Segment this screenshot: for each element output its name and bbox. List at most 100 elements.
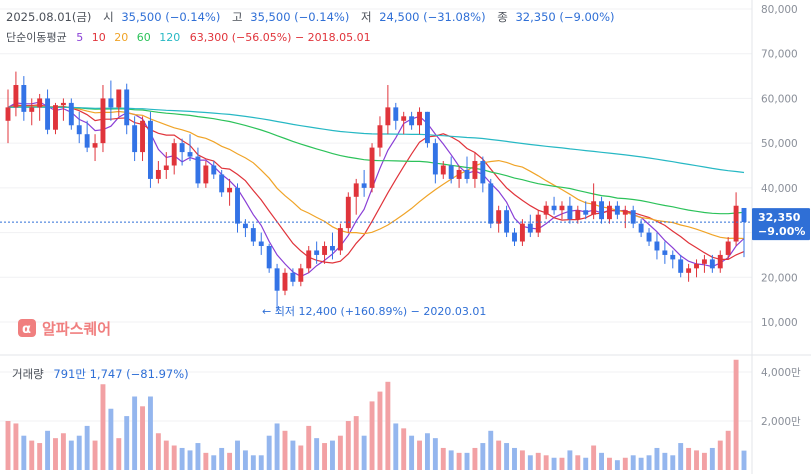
candle-body xyxy=(132,125,138,153)
price-tick-label: 40,000 xyxy=(761,183,798,195)
ma-legend-label: 단순이동평균 xyxy=(6,31,67,44)
volume-tick-label: 2,000만 xyxy=(761,416,801,428)
candle-body xyxy=(100,98,106,144)
candle-body xyxy=(456,169,462,179)
ma-legend-20: 20 xyxy=(114,31,128,44)
candle-body xyxy=(13,85,19,108)
candle-body xyxy=(725,241,731,255)
volume-bar xyxy=(607,457,612,470)
candle-body xyxy=(377,125,383,148)
volume-bar xyxy=(282,430,288,470)
candle-body xyxy=(686,268,692,273)
candle-body xyxy=(543,205,549,215)
candle-body xyxy=(741,207,747,223)
volume-bar xyxy=(108,408,114,470)
volume-tick-label: 4,000만 xyxy=(761,367,801,379)
candle-body xyxy=(250,228,256,242)
volume-bar xyxy=(559,457,565,470)
candle-body xyxy=(488,183,494,224)
volume-bar xyxy=(630,455,636,470)
current-price-tag: 32,350 −9.00% xyxy=(752,208,810,241)
ma-line-5 xyxy=(7,101,745,278)
volume-bar xyxy=(298,445,304,470)
candle-body xyxy=(385,107,391,126)
volume-bar xyxy=(646,455,652,470)
volume-bar xyxy=(155,433,161,470)
volume-bar xyxy=(654,447,660,470)
volume-bar xyxy=(583,457,589,470)
open-label: 시 xyxy=(103,10,114,24)
volume-bar xyxy=(171,445,177,470)
alphasquare-logo-glyph: α xyxy=(22,322,31,337)
price-tick-label: 80,000 xyxy=(761,4,798,16)
high-label: 고 xyxy=(232,10,243,24)
candle-body xyxy=(21,85,27,112)
volume-bar xyxy=(195,443,201,470)
volume-bar xyxy=(448,450,454,470)
ma-legend-5: 5 xyxy=(76,31,83,44)
candle-body xyxy=(60,102,66,106)
candle-body xyxy=(361,183,367,188)
volume-bar xyxy=(219,447,225,470)
volume-bar xyxy=(385,381,391,470)
volume-bar xyxy=(337,435,343,470)
low-arrow-icon: ← xyxy=(262,305,275,318)
volume-bar xyxy=(377,391,383,470)
candle-body xyxy=(733,205,739,242)
volume-bar xyxy=(417,440,422,470)
volume-bar xyxy=(567,450,573,470)
candle-body xyxy=(622,210,628,215)
volume-bar xyxy=(290,440,296,470)
candle-body xyxy=(163,165,169,170)
candle-body xyxy=(290,272,296,282)
current-price-change: −9.00% xyxy=(758,225,805,238)
low-annotation-text: 최저 12,400 (+160.89%) − 2020.03.01 xyxy=(275,305,487,318)
volume-bar xyxy=(353,416,359,470)
candle-body xyxy=(211,165,217,175)
volume-bar xyxy=(440,447,446,470)
volume-bar xyxy=(662,452,668,470)
ma-legend[interactable]: 단순이동평균 5 10 20 60 120 63,300 (−56.05%) −… xyxy=(6,31,371,44)
volume-bar xyxy=(488,430,494,470)
candle-body xyxy=(646,232,652,242)
volume-bar xyxy=(179,447,185,470)
candle-body xyxy=(235,187,240,224)
close-label: 종 xyxy=(497,10,508,24)
volume-bar xyxy=(480,443,486,470)
candle-body xyxy=(171,143,177,166)
candle-body xyxy=(68,102,74,126)
candle-body xyxy=(409,116,415,126)
volume-bar xyxy=(638,457,644,470)
volume-bar xyxy=(330,440,335,470)
moving-averages xyxy=(7,101,745,278)
volume-bar xyxy=(432,438,438,470)
price-tick-label: 60,000 xyxy=(761,93,798,105)
volume-bar xyxy=(132,396,138,470)
open-value: 35,500 (−0.14%) xyxy=(121,10,220,24)
candle-body xyxy=(567,205,573,220)
volume-value: 791만 1,747 (−81.97%) xyxy=(53,367,188,381)
candle-body xyxy=(337,228,343,251)
volume-bar xyxy=(678,443,684,470)
volume-bar xyxy=(599,452,605,470)
candle-body xyxy=(195,156,201,184)
candle-body xyxy=(84,134,90,148)
volume-bar xyxy=(140,406,145,470)
candle-body xyxy=(480,161,486,184)
volume-bar xyxy=(393,423,399,470)
candle-body xyxy=(559,205,565,211)
ma-line-60 xyxy=(7,106,745,215)
volume-bar xyxy=(551,457,557,470)
candle-body xyxy=(599,201,605,220)
candle-body xyxy=(551,205,557,211)
volume-bar xyxy=(306,425,312,470)
candle-body xyxy=(369,147,375,188)
volume-bar xyxy=(614,460,620,470)
volume-bar xyxy=(725,430,731,470)
volume-bar xyxy=(76,435,82,470)
candle-body xyxy=(266,245,272,269)
candle-body xyxy=(53,105,58,130)
volume-bar xyxy=(512,447,517,470)
volume-bar xyxy=(21,435,27,470)
